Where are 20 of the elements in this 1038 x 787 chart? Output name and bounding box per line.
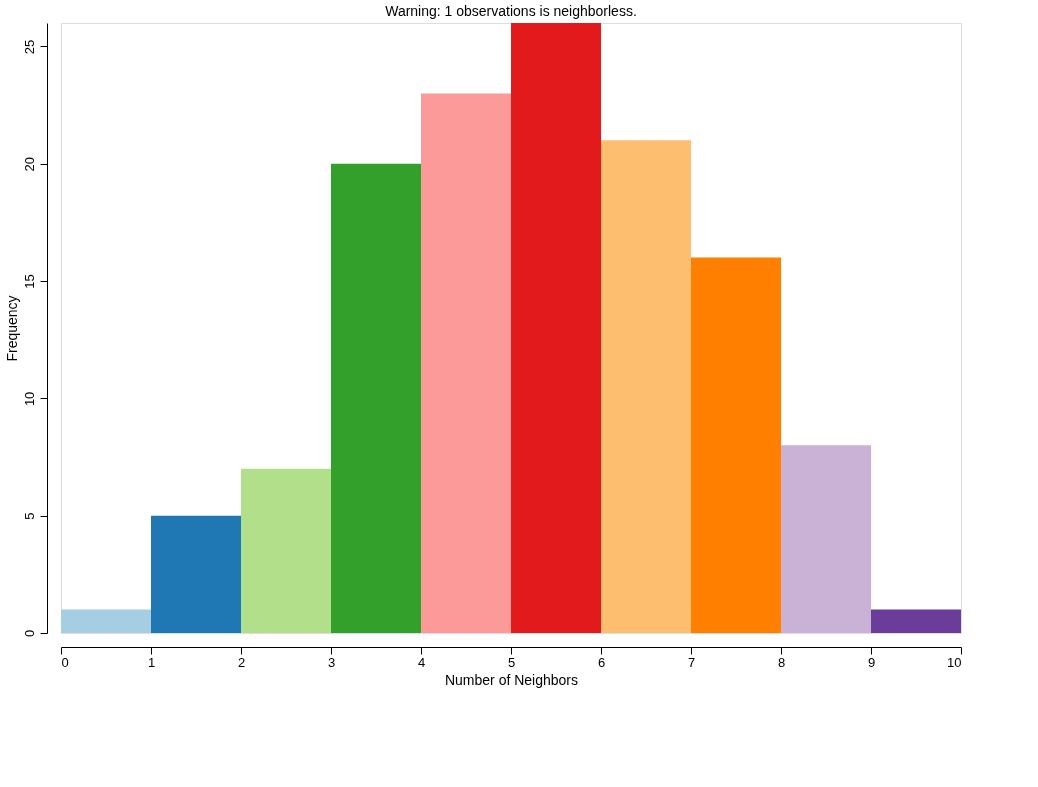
x-tick-label: 5 <box>507 654 516 670</box>
y-tick-label: 15 <box>21 274 37 289</box>
x-axis-title: Number of Neighbors <box>444 671 579 688</box>
x-tick-label: 2 <box>237 654 246 670</box>
x-tick-label: 1 <box>147 654 156 670</box>
x-tick-label: 0 <box>61 654 69 670</box>
y-tick-label: 10 <box>21 391 37 407</box>
x-tick-label: 8 <box>777 654 786 670</box>
x-tick-label: 10 <box>947 654 962 670</box>
y-tick-label: 25 <box>21 39 37 55</box>
y-tick-label: 20 <box>21 157 37 172</box>
x-tick-label: 4 <box>417 654 426 670</box>
y-tick-label: 5 <box>21 512 37 520</box>
chart-title: Warning: 1 observations is neighborless. <box>385 3 637 19</box>
x-tick-label: 3 <box>327 654 336 670</box>
y-axis-title: Frequency <box>3 295 20 362</box>
x-tick-label: 7 <box>687 654 696 670</box>
x-tick-label: 6 <box>597 654 606 670</box>
x-tick-label: 9 <box>867 654 876 670</box>
y-tick-label: 0 <box>21 629 37 638</box>
